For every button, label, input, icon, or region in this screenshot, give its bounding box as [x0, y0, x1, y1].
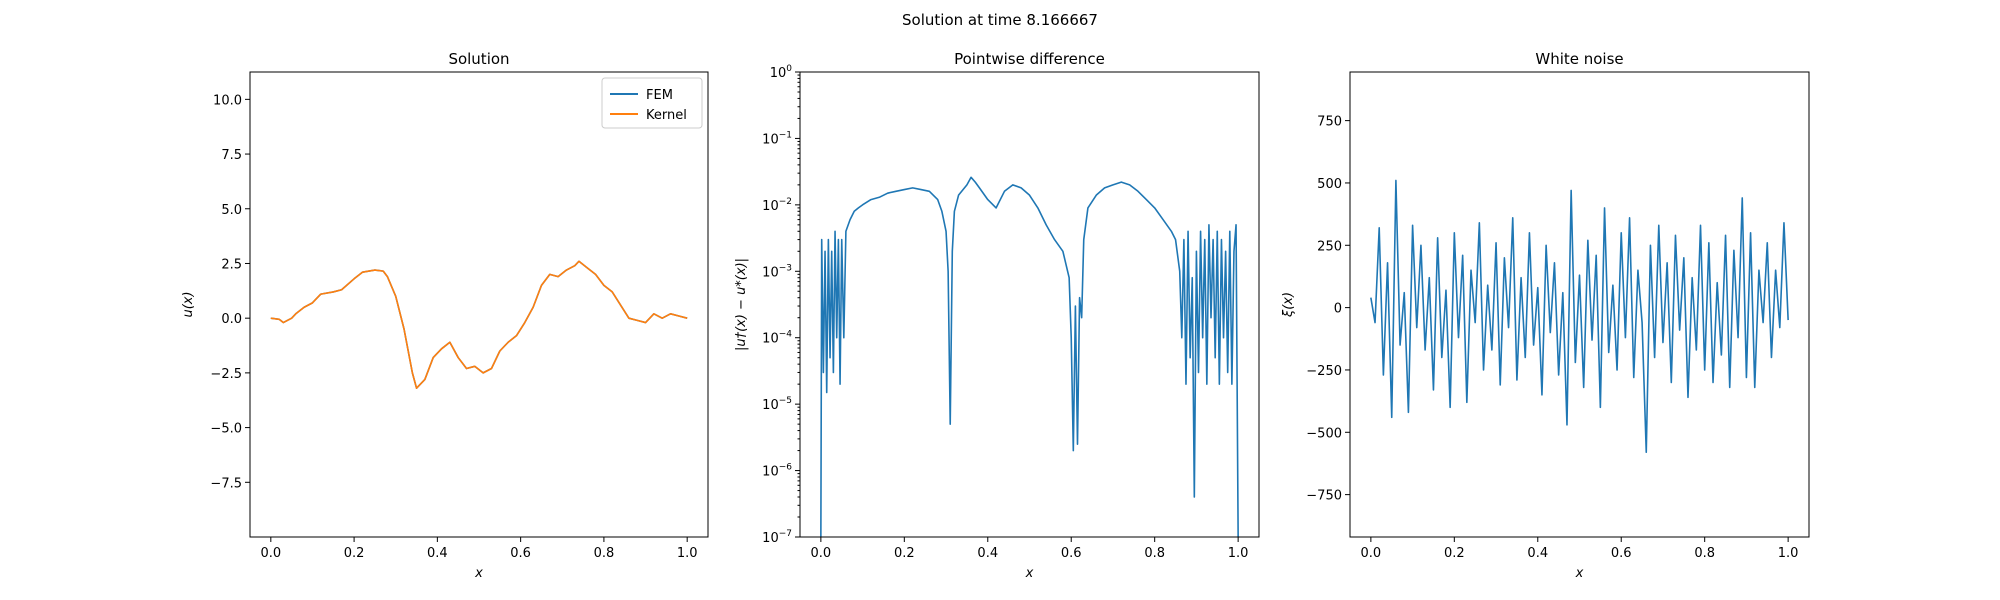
chart-title: Solution — [448, 50, 509, 68]
x-tick-label: 1.0 — [677, 546, 698, 561]
x-tick-label: 1.0 — [1228, 546, 1249, 561]
x-tick-label: 1.0 — [1778, 546, 1799, 561]
y-tick-label: −750 — [1306, 489, 1342, 504]
x-tick-label: 0.2 — [1444, 546, 1465, 561]
legend-entry-label: FEM — [646, 88, 673, 103]
x-tick-label: 0.0 — [1361, 546, 1382, 561]
axes-frame — [1349, 71, 1810, 538]
series-line-0 — [820, 176, 1239, 537]
y-tick-label: 10−4 — [762, 330, 792, 347]
x-tick-label: 0.6 — [1061, 546, 1082, 561]
y-tick-label: 10.0 — [213, 93, 242, 108]
y-axis-label: u(x) — [181, 291, 196, 317]
x-tick-label: 0.0 — [260, 546, 281, 561]
x-tick-label: 0.8 — [1694, 546, 1715, 561]
y-tick-label: 10−7 — [762, 529, 792, 546]
series-group — [820, 176, 1239, 537]
y-tick-label: 750 — [1317, 115, 1342, 130]
y-tick-label: 5.0 — [221, 203, 242, 218]
y-axis-label: |u†(x) − u*(x)| — [734, 258, 749, 351]
x-tick-label: 0.4 — [977, 546, 998, 561]
series-group — [1370, 179, 1789, 454]
y-tick-label: 500 — [1317, 177, 1342, 192]
series-line-0 — [1370, 179, 1789, 454]
y-tick-label: 250 — [1317, 239, 1342, 254]
axes-frame — [799, 71, 1260, 538]
pointwise-difference-chart: 0.0 0.2 0.4 0.6 0.8 1.0 10−7 10−6 10−5 10−4 10−3 10… — [734, 50, 1260, 581]
y-tick-label: 0.0 — [221, 312, 242, 327]
y-tick-label: 0 — [1334, 302, 1342, 317]
y-tick-label: −7.5 — [210, 476, 242, 491]
x-tick-label: 0.4 — [1527, 546, 1548, 561]
x-tick-label: 0.2 — [344, 546, 365, 561]
legend-entry-label: Kernel — [646, 108, 687, 123]
x-tick-label: 0.6 — [510, 546, 531, 561]
white-noise-chart: 0.0 0.2 0.4 0.6 0.8 1.0 −750 −500 −250 0 250 500 750… — [1281, 50, 1810, 581]
y-tick-label: −500 — [1306, 426, 1342, 441]
legend-box — [601, 77, 703, 129]
y-tick-label: 10−1 — [762, 130, 792, 147]
y-tick-label: −5.0 — [210, 422, 242, 437]
y-tick-label: 7.5 — [221, 148, 242, 163]
x-tick-label: 0.4 — [427, 546, 448, 561]
series-group — [270, 260, 688, 389]
x-tick-label: 0.8 — [594, 546, 615, 561]
x-axis-label: x — [1575, 566, 1584, 581]
x-tick-label: 0.6 — [1611, 546, 1632, 561]
x-axis-label: x — [474, 566, 483, 581]
y-tick-label: 10−5 — [762, 396, 792, 413]
y-tick-label: 10−2 — [762, 197, 792, 214]
y-tick-label: 100 — [770, 64, 793, 81]
x-tick-label: 0.2 — [894, 546, 915, 561]
series-line-kernel — [270, 260, 688, 389]
x-tick-label: 0.8 — [1144, 546, 1165, 561]
legend: FEM Kernel — [601, 77, 703, 129]
x-tick-label: 0.0 — [811, 546, 832, 561]
y-tick-label: −250 — [1306, 364, 1342, 379]
figure-suptitle: Solution at time 8.166667 — [902, 11, 1098, 29]
chart-title: Pointwise difference — [954, 50, 1105, 68]
y-tick-label: 2.5 — [221, 257, 242, 272]
axes-frame — [249, 71, 709, 538]
y-tick-label: 10−6 — [762, 463, 792, 480]
y-tick-label: 10−3 — [762, 263, 792, 280]
y-axis-label: ξ(x) — [1281, 292, 1296, 318]
y-tick-label: −2.5 — [210, 367, 242, 382]
x-axis-label: x — [1025, 566, 1034, 581]
chart-title: White noise — [1535, 50, 1623, 68]
solution-chart: 0.0 0.2 0.4 0.6 0.8 1.0 −7.5 −5.0 −2.5 0.0 2.5 5.0 7… — [181, 50, 709, 581]
